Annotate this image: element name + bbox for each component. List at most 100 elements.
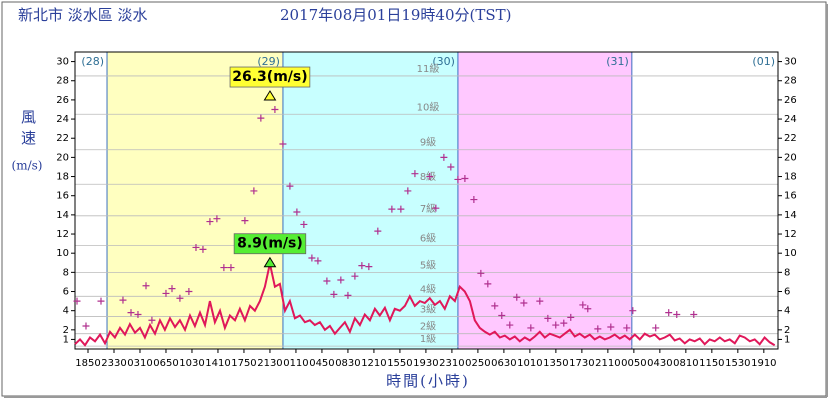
gust-marker	[426, 173, 434, 181]
gust-marker	[470, 196, 478, 204]
gust-marker	[271, 105, 279, 113]
level-label: 1級	[420, 332, 436, 345]
y-tick-label: 6	[63, 287, 69, 298]
gust-marker	[388, 205, 396, 213]
x-tick-label: 1910	[751, 358, 776, 369]
day-band	[457, 52, 632, 349]
x-tick-label: 1410	[205, 358, 230, 369]
x-tick-label: 0830	[335, 358, 360, 369]
x-tick-label: 1010	[517, 358, 542, 369]
y-axis-unit: (m/s)	[12, 159, 43, 173]
level-label: 4級	[420, 282, 436, 295]
y-tick-label: 16	[56, 191, 69, 202]
gust-marker	[454, 175, 462, 183]
gust-marker	[579, 301, 587, 309]
x-tick-label: 0450	[309, 358, 334, 369]
gust-marker	[440, 153, 448, 161]
day-band	[631, 52, 778, 349]
annotation-box	[233, 233, 307, 255]
gust-marker	[286, 182, 294, 190]
gust-marker	[344, 291, 352, 299]
x-tick-label: 0650	[153, 358, 178, 369]
gust-marker	[127, 309, 135, 317]
y2-tick-label: 28	[784, 76, 797, 87]
y2-tick-label: 4	[784, 306, 790, 317]
level-label: 2級	[420, 320, 436, 333]
chart-title: 新北市 淡水區 淡水	[18, 6, 148, 24]
y-tick-label: 1	[63, 334, 69, 345]
day-band	[107, 52, 283, 349]
y2-tick-label: 30	[784, 57, 797, 68]
gust-marker	[560, 319, 568, 327]
gust-marker	[185, 288, 193, 296]
wind-line	[74, 263, 776, 347]
x-tick-label: 2330	[101, 358, 126, 369]
y-tick-label: 10	[56, 248, 69, 259]
y-tick-label: 12	[56, 229, 69, 240]
gust-marker	[97, 297, 105, 305]
y2-tick-label: 22	[784, 133, 797, 144]
y2-tick-label: 8	[784, 267, 790, 278]
x-tick-label: 0430	[647, 358, 672, 369]
gust-marker	[257, 114, 265, 122]
x-tick-label: 0630	[491, 358, 516, 369]
gust-marker	[199, 245, 207, 253]
level-label: 10級	[417, 100, 440, 113]
level-label: 7級	[420, 202, 436, 215]
y-tick-label: 20	[56, 152, 69, 163]
gust-marker	[220, 264, 228, 272]
gust-marker	[690, 311, 698, 319]
gust-marker	[82, 322, 90, 330]
y2-tick-label: 12	[784, 229, 797, 240]
day-label: (28)	[81, 55, 104, 68]
x-tick-label: 0810	[673, 358, 698, 369]
x-tick-label: 0110	[283, 358, 308, 369]
gust-marker	[148, 316, 156, 324]
x-tick-label: 0250	[465, 358, 490, 369]
gust-marker	[134, 311, 142, 319]
gust-marker	[314, 257, 322, 265]
gust-marker	[544, 314, 552, 322]
y-tick-label: 18	[56, 172, 69, 183]
x-axis-label: 時間(小時)	[386, 372, 470, 390]
gust-marker	[162, 289, 170, 297]
gust-marker	[250, 187, 258, 195]
gust-marker	[665, 309, 673, 317]
gust-marker	[241, 217, 249, 225]
y2-tick-label: 6	[784, 287, 790, 298]
y-tick-label: 30	[56, 57, 69, 68]
gust-marker	[520, 299, 528, 307]
y-tick-label: 4	[63, 306, 69, 317]
y2-tick-label: 26	[784, 95, 797, 106]
gust-marker	[498, 311, 506, 319]
gust-marker	[308, 254, 316, 262]
level-label: 5級	[420, 258, 436, 271]
level-label: 9級	[420, 136, 436, 149]
gust-marker	[432, 204, 440, 212]
x-tick-label: 1150	[699, 358, 724, 369]
x-tick-label: 2130	[257, 358, 282, 369]
y2-tick-label: 16	[784, 191, 797, 202]
gust-marker	[293, 208, 301, 216]
y2-tick-label: 18	[784, 172, 797, 183]
gust-marker	[168, 285, 176, 293]
x-tick-label: 2110	[595, 358, 620, 369]
level-label: 3級	[420, 302, 436, 315]
gust-marker	[323, 277, 331, 285]
gust-marker	[491, 302, 499, 310]
gust-marker	[652, 324, 660, 332]
gust-marker	[351, 272, 359, 280]
day-label: (29)	[257, 55, 280, 68]
gust-marker	[567, 313, 575, 321]
gust-marker	[411, 170, 419, 178]
gust-marker	[365, 263, 373, 271]
x-tick-label: 0310	[127, 358, 152, 369]
gust-marker	[176, 294, 184, 302]
x-tick-label: 1350	[543, 358, 568, 369]
gust-marker	[397, 205, 405, 213]
level-label: 6級	[420, 232, 436, 245]
y-tick-label: 26	[56, 95, 69, 106]
annotation-box	[229, 66, 311, 88]
y2-tick-label: 14	[784, 210, 797, 221]
